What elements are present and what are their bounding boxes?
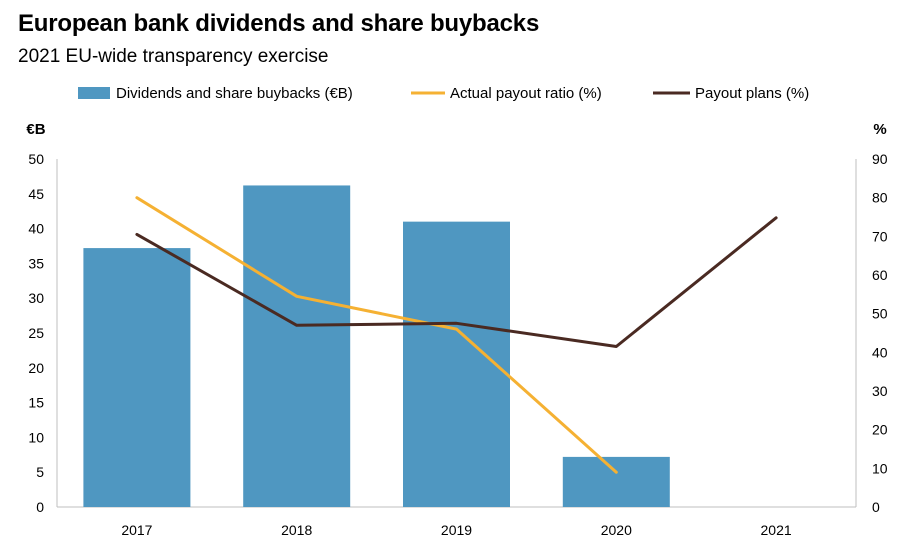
legend: Dividends and share buybacks (€B) Actual … [78,85,809,102]
legend-swatch-line [411,91,445,95]
bar-2017 [83,248,191,507]
chart-title: European bank dividends and share buybac… [18,10,540,37]
x-tick-label: 2019 [441,522,472,538]
legend-label: Payout plans (%) [695,85,809,102]
legend-label: Dividends and share buybacks (€B) [116,85,353,102]
left-y-tick-label: 45 [28,186,44,202]
right-y-tick-label: 60 [872,267,888,283]
legend-label: Actual payout ratio (%) [450,85,602,102]
x-tick-label: 2021 [761,522,792,538]
right-y-tick-label: 50 [872,306,888,322]
left-y-tick-label: 10 [28,429,44,445]
left-y-tick-label: 50 [28,151,44,167]
legend-swatch-bar [78,87,110,99]
bar-series [83,185,670,507]
payout-plans-line [135,216,778,348]
left-y-tick-label: 30 [28,290,44,306]
left-y-tick-label: 15 [28,395,44,411]
right-y-tick-label: 90 [872,151,888,167]
right-y-tick-label: 80 [872,190,888,206]
right-y-tick-label: 70 [872,228,888,244]
right-y-tick-label: 10 [872,460,888,476]
left-y-tick-label: 0 [36,499,44,515]
right-y-tick-label: 0 [872,499,880,515]
actual-payout-ratio-line [135,196,618,474]
left-axis-unit-label: €B [26,121,45,138]
x-tick-label: 2017 [121,522,152,538]
bar-2018 [243,185,351,507]
right-axis-unit-label: % [873,121,886,138]
right-y-tick-label: 20 [872,422,888,438]
bar-2020 [562,456,670,507]
left-y-tick-label: 5 [36,464,44,480]
left-y-tick-label: 40 [28,221,44,237]
x-tick-label: 2018 [281,522,312,538]
right-y-tick-label: 40 [872,344,888,360]
chart-subtitle: 2021 EU-wide transparency exercise [18,46,329,67]
right-y-tick-label: 30 [872,383,888,399]
line-series [135,196,778,474]
left-y-tick-label: 35 [28,255,44,271]
legend-swatch-line [653,91,690,95]
x-tick-label: 2020 [601,522,632,538]
left-y-tick-label: 20 [28,360,44,376]
tick-labels: 0 5 10 15 20 25 30 35 40 45 50 0 10 20 30 40 50 60 70 80 90 2… [28,151,887,538]
left-y-tick-label: 25 [28,325,44,341]
bar-2019 [403,221,510,507]
